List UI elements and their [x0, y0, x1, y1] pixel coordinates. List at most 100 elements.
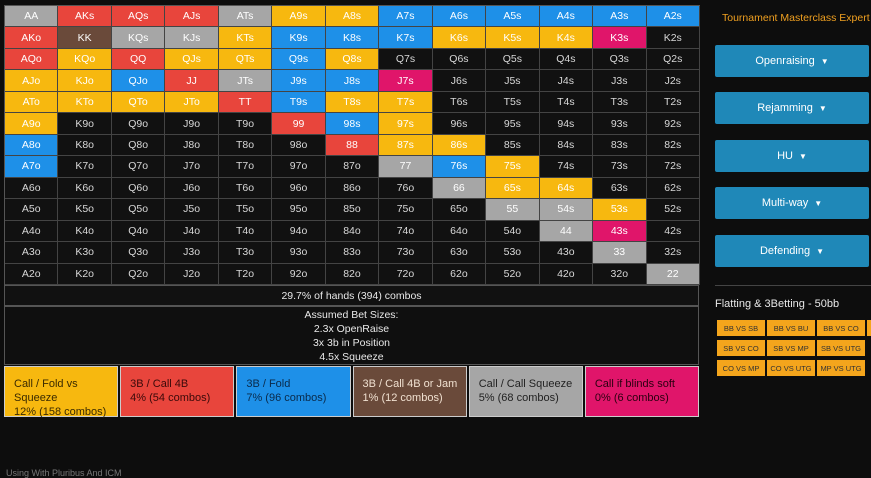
- hand-cell[interactable]: 52o: [486, 263, 540, 285]
- hand-cell[interactable]: K8s: [325, 27, 380, 49]
- hu-button[interactable]: HU ▼: [715, 140, 869, 172]
- hand-cell[interactable]: 92s: [646, 113, 700, 135]
- hand-cell[interactable]: 62s: [646, 177, 700, 200]
- hand-cell[interactable]: 33: [593, 242, 647, 264]
- hand-cell[interactable]: T9s: [272, 91, 326, 114]
- hand-cell[interactable]: T3o: [218, 242, 273, 264]
- hand-cell[interactable]: AJo: [5, 70, 59, 92]
- hand-cell[interactable]: 83s: [593, 134, 647, 157]
- hand-cell[interactable]: 72o: [379, 263, 433, 285]
- hand-cell[interactable]: T8s: [325, 91, 380, 114]
- hand-cell[interactable]: Q3s: [593, 48, 647, 71]
- hand-cell[interactable]: A6s: [432, 6, 487, 28]
- hand-cell[interactable]: T4s: [539, 91, 594, 114]
- hand-cell[interactable]: JTo: [165, 91, 219, 114]
- hand-cell[interactable]: A4o: [5, 220, 59, 243]
- hand-cell[interactable]: A5s: [486, 6, 540, 28]
- hand-cell[interactable]: T6s: [432, 91, 487, 114]
- hand-cell[interactable]: Q6s: [432, 48, 487, 71]
- hand-cell[interactable]: 96s: [432, 113, 487, 135]
- hand-cell[interactable]: 64s: [539, 177, 594, 200]
- hand-cell[interactable]: T7s: [379, 91, 433, 114]
- hand-cell[interactable]: 84s: [539, 134, 594, 157]
- hand-cell[interactable]: 82o: [325, 263, 380, 285]
- legend-call-call-squeeze[interactable]: Call / Call Squeeze 5% (68 combos): [468, 366, 583, 417]
- hand-cell[interactable]: QQ: [111, 48, 166, 71]
- hand-cell[interactable]: 76s: [432, 156, 487, 178]
- hand-cell[interactable]: T2s: [646, 91, 700, 114]
- hand-cell[interactable]: T7o: [218, 156, 273, 178]
- hand-cell[interactable]: 98s: [325, 113, 380, 135]
- multi-way-button[interactable]: Multi-way ▼: [715, 187, 869, 219]
- hand-cell[interactable]: KQs: [111, 27, 166, 49]
- hand-cell[interactable]: 32s: [646, 242, 700, 264]
- hand-cell[interactable]: A9o: [5, 113, 59, 135]
- hand-cell[interactable]: ATs: [218, 6, 273, 28]
- hand-cell[interactable]: 54o: [486, 220, 540, 243]
- spot-cut-off[interactable]: B: [867, 320, 871, 336]
- hand-cell[interactable]: J3o: [165, 242, 219, 264]
- hand-cell[interactable]: 64o: [432, 220, 487, 243]
- hand-cell[interactable]: Q2s: [646, 48, 700, 71]
- hand-cell[interactable]: 44: [539, 220, 594, 243]
- hand-cell[interactable]: A4s: [539, 6, 594, 28]
- spot-sb-vs-mp[interactable]: SB VS MP: [767, 340, 815, 356]
- hand-cell[interactable]: Q8s: [325, 48, 380, 71]
- hand-cell[interactable]: 63s: [593, 177, 647, 200]
- hand-cell[interactable]: 54s: [539, 199, 594, 221]
- hand-cell[interactable]: 84o: [325, 220, 380, 243]
- hand-cell[interactable]: K5o: [58, 199, 112, 221]
- hand-cell[interactable]: 55: [486, 199, 540, 221]
- hand-cell[interactable]: KK: [58, 27, 112, 49]
- hand-cell[interactable]: A3s: [593, 6, 647, 28]
- hand-cell[interactable]: AJs: [165, 6, 219, 28]
- hand-cell[interactable]: 52s: [646, 199, 700, 221]
- hand-cell[interactable]: Q3o: [111, 242, 166, 264]
- hand-cell[interactable]: 92o: [272, 263, 326, 285]
- hand-cell[interactable]: 73s: [593, 156, 647, 178]
- hand-cell[interactable]: A2s: [646, 6, 700, 28]
- hand-cell[interactable]: Q8o: [111, 134, 166, 157]
- hand-cell[interactable]: JJ: [165, 70, 219, 92]
- hand-cell[interactable]: A8o: [5, 134, 59, 157]
- hand-cell[interactable]: Q5s: [486, 48, 540, 71]
- hand-cell[interactable]: 74o: [379, 220, 433, 243]
- hand-cell[interactable]: A7s: [379, 6, 433, 28]
- hand-cell[interactable]: K2o: [58, 263, 112, 285]
- legend-3b-call-4b-or-jam[interactable]: 3B / Call 4B or Jam 1% (12 combos): [352, 366, 467, 417]
- legend-3b-call-4b[interactable]: 3B / Call 4B 4% (54 combos): [120, 366, 235, 417]
- hand-cell[interactable]: A7o: [5, 156, 59, 178]
- hand-cell[interactable]: 77: [379, 156, 433, 178]
- hand-cell[interactable]: J8s: [325, 70, 380, 92]
- hand-cell[interactable]: K6s: [432, 27, 487, 49]
- hand-cell[interactable]: 93o: [272, 242, 326, 264]
- hand-cell[interactable]: K3o: [58, 242, 112, 264]
- hand-cell[interactable]: J7o: [165, 156, 219, 178]
- hand-cell[interactable]: 95o: [272, 199, 326, 221]
- spot-bb-vs-sb[interactable]: BB VS SB: [717, 320, 765, 336]
- hand-cell[interactable]: 82s: [646, 134, 700, 157]
- hand-cell[interactable]: Q9s: [272, 48, 326, 71]
- hand-cell[interactable]: QJo: [111, 70, 166, 92]
- hand-cell[interactable]: 32o: [593, 263, 647, 285]
- hand-cell[interactable]: 94s: [539, 113, 594, 135]
- hand-cell[interactable]: KTs: [218, 27, 273, 49]
- hand-cell[interactable]: J6s: [432, 70, 487, 92]
- hand-cell[interactable]: T5o: [218, 199, 273, 221]
- hand-cell[interactable]: J4s: [539, 70, 594, 92]
- hand-cell[interactable]: Q2o: [111, 263, 166, 285]
- hand-cell[interactable]: Q9o: [111, 113, 166, 135]
- hand-cell[interactable]: J7s: [379, 70, 433, 92]
- spot-co-vs-mp[interactable]: CO VS MP: [717, 360, 765, 376]
- hand-cell[interactable]: J5s: [486, 70, 540, 92]
- hand-cell[interactable]: J9s: [272, 70, 326, 92]
- hand-cell[interactable]: K4s: [539, 27, 594, 49]
- hand-cell[interactable]: Q4o: [111, 220, 166, 243]
- hand-cell[interactable]: Q5o: [111, 199, 166, 221]
- hand-cell[interactable]: A2o: [5, 263, 59, 285]
- hand-cell[interactable]: K6o: [58, 177, 112, 200]
- hand-cell[interactable]: 85s: [486, 134, 540, 157]
- hand-cell[interactable]: Q7o: [111, 156, 166, 178]
- hand-cell[interactable]: 97o: [272, 156, 326, 178]
- hand-cell[interactable]: KJo: [58, 70, 112, 92]
